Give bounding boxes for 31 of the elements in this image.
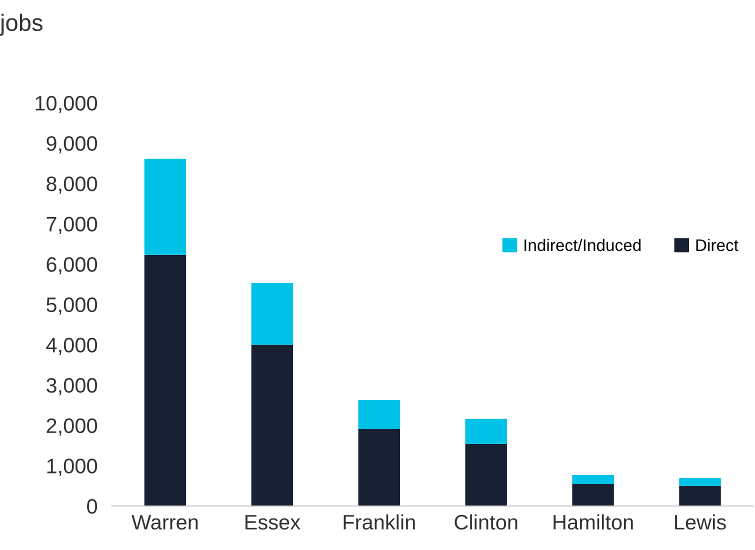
bar xyxy=(465,444,507,506)
bar xyxy=(358,400,400,429)
y-tick-label: 4,000 xyxy=(46,338,98,355)
x-tick-label: Warren xyxy=(132,515,198,530)
y-tick-label: 1,000 xyxy=(47,458,98,476)
y-tick-label: 0 xyxy=(87,499,98,514)
y-tick-label: 3,000 xyxy=(46,378,98,396)
bar xyxy=(144,254,186,506)
x-tick-label: Lewis xyxy=(675,514,726,530)
legend-label: Indirect/Induced xyxy=(524,238,641,252)
bar xyxy=(251,344,294,506)
bar xyxy=(679,486,721,506)
bar xyxy=(465,418,507,444)
y-tick-label: 6,000 xyxy=(46,257,98,274)
legend-label: Direct xyxy=(696,238,738,252)
x-tick-label: Hamilton xyxy=(554,514,633,530)
bar xyxy=(572,474,614,484)
bar xyxy=(251,283,294,345)
y-tick-label: 5,000 xyxy=(46,297,98,315)
bar xyxy=(572,484,614,506)
bar xyxy=(679,478,721,486)
y-tick-label: 2,000 xyxy=(46,418,98,436)
y-tick-label: 9,000 xyxy=(46,136,98,154)
x-tick-label: Clinton xyxy=(454,514,518,530)
y-tick-label: 10,000 xyxy=(36,96,98,114)
x-tick-label: Essex xyxy=(246,515,300,530)
bar xyxy=(144,158,186,255)
y-tick-label: 7,000 xyxy=(46,216,98,234)
y-tick-label: 8,000 xyxy=(46,176,98,194)
x-tick-label: Franklin xyxy=(344,514,415,530)
bar xyxy=(358,429,400,506)
